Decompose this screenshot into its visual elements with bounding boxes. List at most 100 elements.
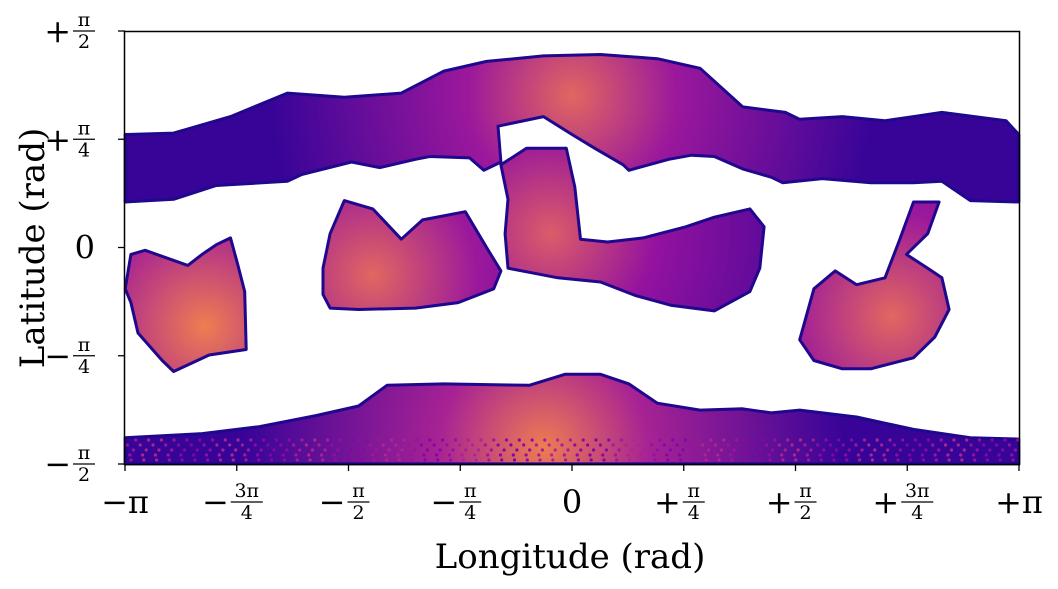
data-point: [677, 453, 682, 457]
data-point: [824, 438, 828, 442]
data-point: [598, 443, 603, 447]
data-point: [777, 443, 781, 447]
data-point: [438, 448, 442, 452]
data-point: [470, 443, 475, 447]
data-point: [901, 438, 905, 442]
data-point: [157, 448, 161, 452]
data-point: [701, 443, 705, 447]
data-point: [730, 458, 734, 462]
data-point: [602, 458, 606, 462]
data-point: [547, 443, 551, 447]
data-point: [330, 443, 334, 447]
region-right-island: [798, 200, 951, 371]
data-point: [888, 438, 892, 442]
data-point: [760, 438, 764, 442]
data-point: [971, 453, 976, 457]
y-tick-label-denominator: 4: [78, 139, 90, 161]
data-point: [358, 453, 362, 457]
data-point: [449, 458, 453, 462]
data-point: [492, 438, 496, 442]
data-point: [1001, 448, 1005, 452]
data-point: [975, 448, 979, 452]
data-point: [498, 453, 503, 457]
data-point: [323, 448, 327, 452]
data-point: [270, 458, 274, 462]
data-point: [336, 448, 340, 452]
y-tick-label-numerator: π: [78, 9, 91, 31]
data-point: [208, 448, 212, 452]
data-point: [151, 443, 155, 447]
data-point: [359, 458, 363, 462]
data-point: [962, 448, 966, 452]
data-point: [898, 448, 903, 452]
data-point: [611, 443, 615, 447]
data-point: [671, 438, 675, 442]
data-point: [409, 453, 413, 457]
data-point: [767, 453, 771, 457]
data-point: [696, 438, 700, 442]
data-point: [566, 448, 570, 452]
data-point: [911, 448, 915, 452]
data-point: [683, 438, 688, 442]
y-tick-label-sign: +: [44, 12, 71, 50]
data-point: [381, 443, 385, 447]
data-point: [230, 453, 234, 457]
data-point: [988, 448, 992, 452]
data-point: [300, 438, 304, 442]
data-point: [415, 438, 419, 442]
data-point: [959, 453, 963, 457]
data-point: [407, 443, 411, 447]
data-point: [317, 443, 321, 447]
data-point: [550, 453, 554, 457]
data-point: [285, 448, 289, 452]
data-point: [524, 453, 528, 457]
y-tick-label-text: 0: [75, 229, 95, 267]
x-tick-label: −π: [101, 483, 149, 521]
y-tick-label-sign: −: [44, 337, 71, 375]
y-tick-label-denominator: 2: [78, 31, 90, 53]
data-point: [652, 453, 656, 457]
data-point: [624, 443, 628, 447]
data-point: [179, 453, 183, 457]
x-tick-label-sign: +: [872, 483, 899, 521]
data-point: [588, 453, 592, 457]
data-point: [837, 438, 841, 442]
data-point: [913, 438, 918, 442]
data-point: [236, 438, 240, 442]
data-point: [346, 458, 350, 462]
x-tick-label-sign: −: [202, 483, 229, 521]
data-point: [707, 448, 711, 452]
data-point: [266, 443, 270, 447]
x-tick-label-text: −π: [101, 483, 149, 521]
data-point: [643, 448, 647, 452]
data-point: [458, 443, 462, 447]
data-point: [413, 448, 417, 452]
data-point: [155, 458, 159, 462]
data-point: [883, 458, 887, 462]
data-point: [553, 448, 557, 452]
data-point: [189, 443, 193, 447]
x-tick-label-text: 0: [562, 483, 582, 521]
data-point: [460, 453, 464, 457]
data-point: [295, 458, 299, 462]
x-tick-label-numerator: π: [799, 480, 812, 502]
y-axis: + π2+ π40− π4− π2: [44, 9, 125, 486]
data-point: [543, 438, 547, 442]
data-point: [668, 448, 672, 452]
data-point: [294, 453, 298, 457]
data-point: [479, 438, 483, 442]
data-point: [995, 443, 999, 447]
data-point: [675, 443, 679, 447]
data-point: [666, 458, 670, 462]
data-point: [321, 458, 325, 462]
data-point: [400, 448, 404, 452]
data-point: [729, 453, 733, 457]
data-point: [655, 448, 660, 452]
data-point: [869, 453, 873, 457]
data-point: [880, 443, 884, 447]
data-point: [960, 458, 964, 462]
data-point: [586, 443, 590, 447]
data-point: [560, 443, 564, 447]
x-tick-label-sign: +: [766, 483, 793, 521]
